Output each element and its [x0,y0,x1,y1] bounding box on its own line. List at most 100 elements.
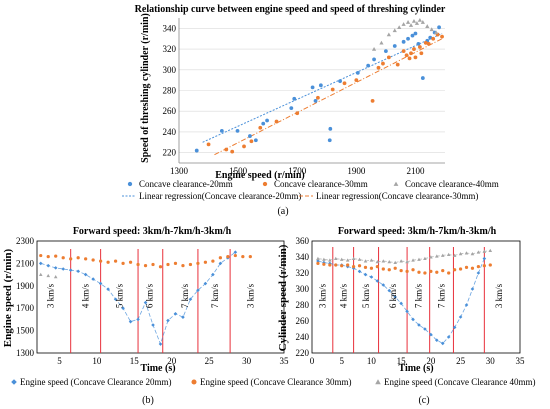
chart-a-xlabel: Engine speed (r/min) [215,170,304,181]
chart-a-point-s2-13 [429,27,434,32]
chart-a-point-s2-0 [371,46,377,51]
chart-a-point-s1-29 [440,34,444,39]
chart-b-point-s1-23 [211,259,215,263]
chart-a-point-s1-6 [274,119,279,124]
bottom-legend-marker-0 [11,379,17,385]
chart-a-ytick-5: 320 [163,44,177,54]
bottom-legend: Engine speed (Concave Clearance 20mm) Eng… [11,377,535,387]
chart-c-ytick-5: 320 [296,268,310,278]
chart-c-point-s2-19 [429,255,433,259]
chart-a-point-s1-5 [258,125,263,130]
chart-c-region-label-4: 7 km/s [413,283,423,308]
chart-c-region-label-0: 3 km/s [318,283,328,308]
chart-c-tick-labels: 0 5 10 15 20 25 30 35 220 240 260 280 300 320 340 360 [296,236,526,366]
bottom-legend-marker-1 [191,379,197,385]
chart-a-point-s1-25 [423,40,428,45]
chart-a-legend-marker-1 [262,181,268,187]
chart-c-point-s0-14 [399,301,403,306]
chart-b-xtick-1: 10 [92,356,102,366]
chart-b-point-s1-22 [203,260,208,264]
chart-c-ytick-7: 360 [296,236,310,246]
chart-c-region-label-3: 6 km/s [388,283,398,308]
chart-a-point-s0-25 [420,76,425,80]
chart-c-region-label-6: 3 km/s [494,283,504,308]
chart-c-xtick-4: 20 [426,356,436,366]
chart-b-region-label-5: 7 km/s [210,283,220,308]
chart-c-point-s0-12 [387,288,392,293]
chart-a-ytick-6: 340 [163,23,177,33]
chart-c-point-s2-21 [440,253,445,257]
chart-a-regression-0 [202,33,443,143]
chart-b-point-s0-9 [106,287,110,291]
chart-b-region-label-1: 4 km/s [81,283,91,308]
chart-c-point-s0-16 [411,317,415,322]
chart-b-point-s1-11 [121,261,125,266]
chart-a-point-s0-17 [372,57,376,62]
chart-a-point-s1-21 [412,47,416,51]
chart-c-point-s2-27 [476,250,481,254]
chart-c-ytick-0: 220 [296,348,310,358]
chart-c-point-s0-8 [363,272,368,277]
chart-b-point-s1-0 [39,253,43,258]
chart-b: Forward speed: 3km/h-7km/h-3km/h 5 10 15 20… [2,226,289,406]
chart-b-xtick-5: 30 [242,356,252,366]
chart-a-point-s2-7 [408,23,414,27]
chart-c-point-s0-11 [381,283,386,287]
chart-b-ylabel: Engine speed (r/min) [2,248,14,347]
chart-c-point-s2-2 [328,258,332,262]
chart-a-point-s1-2 [230,149,235,154]
chart-b-point-s1-7 [91,258,95,262]
chart-c-point-s2-0 [316,256,320,261]
chart-a-legend-label-0: Concave clearance-20mm [139,179,233,189]
chart-c-xtick-2: 10 [367,356,377,366]
chart-b-point-s1-20 [188,262,193,267]
chart-c-xtick-7: 35 [516,356,526,366]
chart-b-point-s1-8 [99,259,103,263]
chart-b-ytick-4: 2100 [16,258,35,268]
chart-b-point-s0-21 [196,288,200,293]
chart-b-point-s2-2 [53,275,58,279]
chart-a-point-s1-24 [419,51,424,56]
chart-c-points [316,248,493,346]
chart-b-point-s0-13 [136,317,140,322]
chart-a-point-s0-27 [428,35,433,40]
chart-c-xtick-0: 0 [310,356,315,366]
chart-c-point-s2-4 [339,257,344,261]
chart-b-point-s0-10 [113,297,118,302]
chart-c-point-s1-14 [399,268,403,273]
chart-a-point-s0-12 [327,138,332,143]
chart-a-point-s0-20 [401,39,406,44]
chart-a-point-s0-3 [248,134,252,138]
chart-b-point-s1-21 [196,261,200,266]
chart-a-axes [178,18,445,164]
chart-b-point-s0-12 [128,319,133,324]
chart-c-point-s2-23 [452,253,457,257]
chart-a-legend-label-1: Concave clearance-30mm [274,179,368,189]
chart-a-ytick-1: 240 [163,127,177,137]
chart-a-point-s0-0 [194,148,199,153]
chart-a-point-s2-4 [397,25,402,30]
chart-c-point-s1-18 [423,271,427,275]
chart-c-point-s0-28 [482,256,487,261]
chart-a-legend-label-2: Concave clearance-40mm [405,179,499,189]
chart-c-point-s0-15 [405,309,409,314]
chart-a-point-s2-2 [386,32,391,37]
chart-b-point-s1-3 [61,256,65,260]
chart-c-point-s2-22 [446,252,451,257]
chart-a-point-s1-1 [224,147,229,152]
chart-a-point-s0-8 [292,96,297,101]
chart-b-point-s0-15 [151,323,155,327]
chart-c-point-s1-24 [458,267,463,271]
chart-b-point-s0-3 [61,267,65,271]
chart-b-point-s1-16 [158,265,163,269]
chart-a-point-s0-23 [413,31,418,36]
bottom-legend-label-1: Engine speed (Concave Clearance 30mm) [200,377,351,387]
chart-b-points [38,250,252,346]
chart-c-region-label-2: 5 km/s [361,283,371,308]
chart-a-point-s1-11 [354,78,359,83]
chart-b-point-s0-7 [91,277,95,281]
chart-c-point-s0-22 [446,335,451,339]
chart-a-point-s1-7 [295,111,300,116]
chart-a-point-s1-9 [330,87,335,92]
